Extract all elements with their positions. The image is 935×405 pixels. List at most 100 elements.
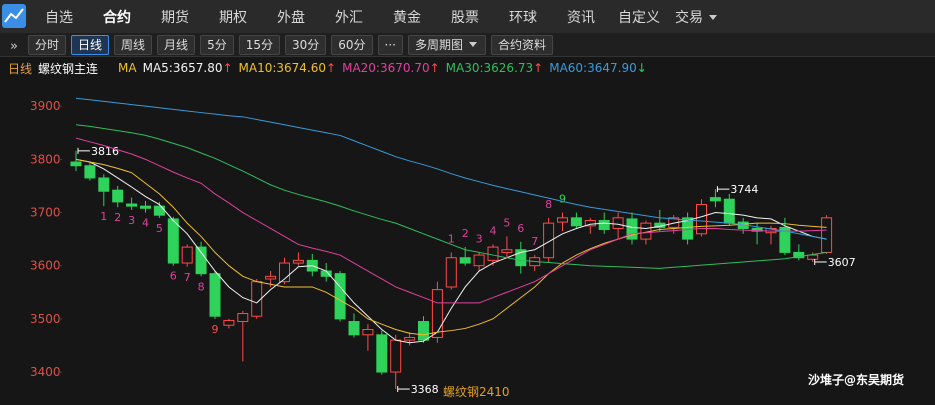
legend-item: MA20:3670.70↑	[342, 61, 440, 75]
candle-body	[515, 249, 527, 267]
toolbar-button-text: 合约资料	[498, 37, 547, 52]
candle-body	[570, 217, 582, 227]
logo	[2, 4, 26, 28]
legend-arrow: ↑	[222, 61, 233, 75]
candle-body	[584, 219, 596, 227]
candle-body	[682, 217, 694, 240]
toolbar-button-text: ···	[384, 37, 396, 52]
toolbar-button[interactable]: 合约资料	[491, 34, 554, 55]
nav-tab[interactable]: 黄金	[393, 9, 421, 26]
setup-count: 2	[114, 211, 121, 224]
toolbar-button[interactable]: ···	[377, 34, 403, 55]
candle-body	[223, 319, 235, 326]
period: 日线	[8, 61, 33, 76]
caret	[709, 14, 717, 20]
caret	[469, 41, 478, 47]
setup-count: 3	[128, 214, 135, 227]
setup-count: 6	[170, 270, 177, 283]
legend-item: MA10:3674.60↑	[239, 61, 337, 75]
candle-body	[195, 246, 207, 275]
nav-tab[interactable]: 自定义	[618, 9, 660, 26]
nav-tab[interactable]: 环球	[509, 9, 537, 26]
legend-item: MA5:3657.80↑	[143, 61, 233, 75]
candle-body	[529, 257, 541, 267]
candle-body	[348, 321, 360, 336]
nav-tab-text: 交易	[675, 9, 703, 26]
watermark-contract: 螺纹钢2410	[443, 385, 510, 399]
y-tick-label: 3400	[30, 365, 61, 379]
candle-body	[70, 161, 82, 167]
candle-body	[765, 227, 777, 234]
candle-body	[279, 262, 290, 283]
candle-body	[376, 334, 388, 373]
candle-body	[807, 254, 819, 260]
extreme-label: 3607	[828, 256, 856, 269]
toolbar-button[interactable]: 30分	[284, 34, 327, 55]
candle-body	[84, 165, 96, 179]
candle-body	[709, 197, 721, 202]
contract-name: 螺纹钢主连	[38, 61, 99, 76]
setup-count: 7	[184, 271, 191, 284]
candle-body	[306, 259, 318, 272]
candle-body	[640, 222, 652, 240]
ma-line	[75, 158, 827, 336]
toolbar: 分时 日线 周线 月线 5分 15分 30分 60分 ··· 多周期图 合约资料	[0, 33, 935, 57]
extreme-label: 3816	[91, 145, 119, 158]
toolbar-button[interactable]: 15分	[238, 34, 280, 55]
toolbar-button[interactable]: 5分	[200, 34, 234, 55]
legend-label: MA30:3626.73	[445, 61, 534, 75]
nav-tab[interactable]: 合约	[88, 7, 146, 35]
nav-tab[interactable]: 股票	[451, 9, 479, 26]
watermark-author: 沙堆子@东吴期货	[808, 372, 904, 387]
toolbar-button[interactable]: 周线	[114, 34, 153, 55]
toolbar-button[interactable]: 多周期图	[408, 34, 487, 55]
toolbar-button-text: 30分	[291, 37, 320, 52]
toolbar-button-text: 月线	[164, 37, 189, 52]
extreme-label: 3744	[730, 183, 758, 196]
nav-tab[interactable]: 期权	[219, 9, 247, 26]
candle-body	[779, 226, 791, 253]
candle-body	[320, 270, 332, 277]
ma-line	[75, 97, 827, 240]
candle-body	[612, 217, 624, 229]
candle-body	[459, 257, 471, 264]
setup-count: 4	[490, 224, 497, 237]
setup-count: 5	[503, 216, 510, 229]
nav-tab[interactable]: 期货	[161, 9, 189, 26]
y-tick-label: 3600	[30, 259, 61, 273]
candle-body	[626, 218, 638, 240]
nav-tab[interactable]: 自选	[45, 9, 73, 26]
nav-tab[interactable]: 交易	[668, 7, 726, 27]
toolbar-button-text: 60分	[338, 37, 366, 52]
candle-body	[445, 257, 457, 288]
toolbar-button[interactable]: 月线	[157, 34, 196, 55]
toolbar-button-text: 日线	[78, 37, 103, 52]
setup-count: 1	[100, 210, 107, 223]
candle-body	[654, 222, 666, 228]
nav-tab[interactable]: 外盘	[277, 9, 305, 26]
candle-body	[98, 177, 110, 192]
nav-tab[interactable]: 外汇	[335, 9, 363, 26]
toolbar-button[interactable]: 分时	[28, 34, 67, 55]
toolbar-button[interactable]: 日线	[71, 34, 110, 55]
setup-count: 4	[142, 217, 149, 230]
y-tick-label: 3900	[30, 99, 61, 113]
legend-label: MA20:3670.70	[342, 61, 430, 75]
candle-body	[487, 246, 499, 261]
candle-body	[334, 273, 346, 320]
setup-count: 9	[559, 193, 566, 206]
y-tick-label: 3700	[30, 206, 61, 220]
setup-count: 9	[212, 323, 219, 336]
candle-body	[362, 328, 374, 336]
toolbar-button-text: 5分	[207, 37, 227, 52]
setup-count: 8	[198, 280, 205, 293]
setup-count: 2	[462, 227, 469, 240]
toolbar-button-text: 周线	[121, 37, 146, 52]
candle-body	[418, 321, 429, 341]
legend-item: MA60:3647.90↓	[549, 61, 647, 75]
toolbar-button[interactable]: 60分	[331, 34, 373, 55]
nav-tab[interactable]: 资讯	[567, 9, 595, 26]
candle-body	[112, 189, 124, 203]
extreme-label: 3368	[411, 383, 439, 396]
